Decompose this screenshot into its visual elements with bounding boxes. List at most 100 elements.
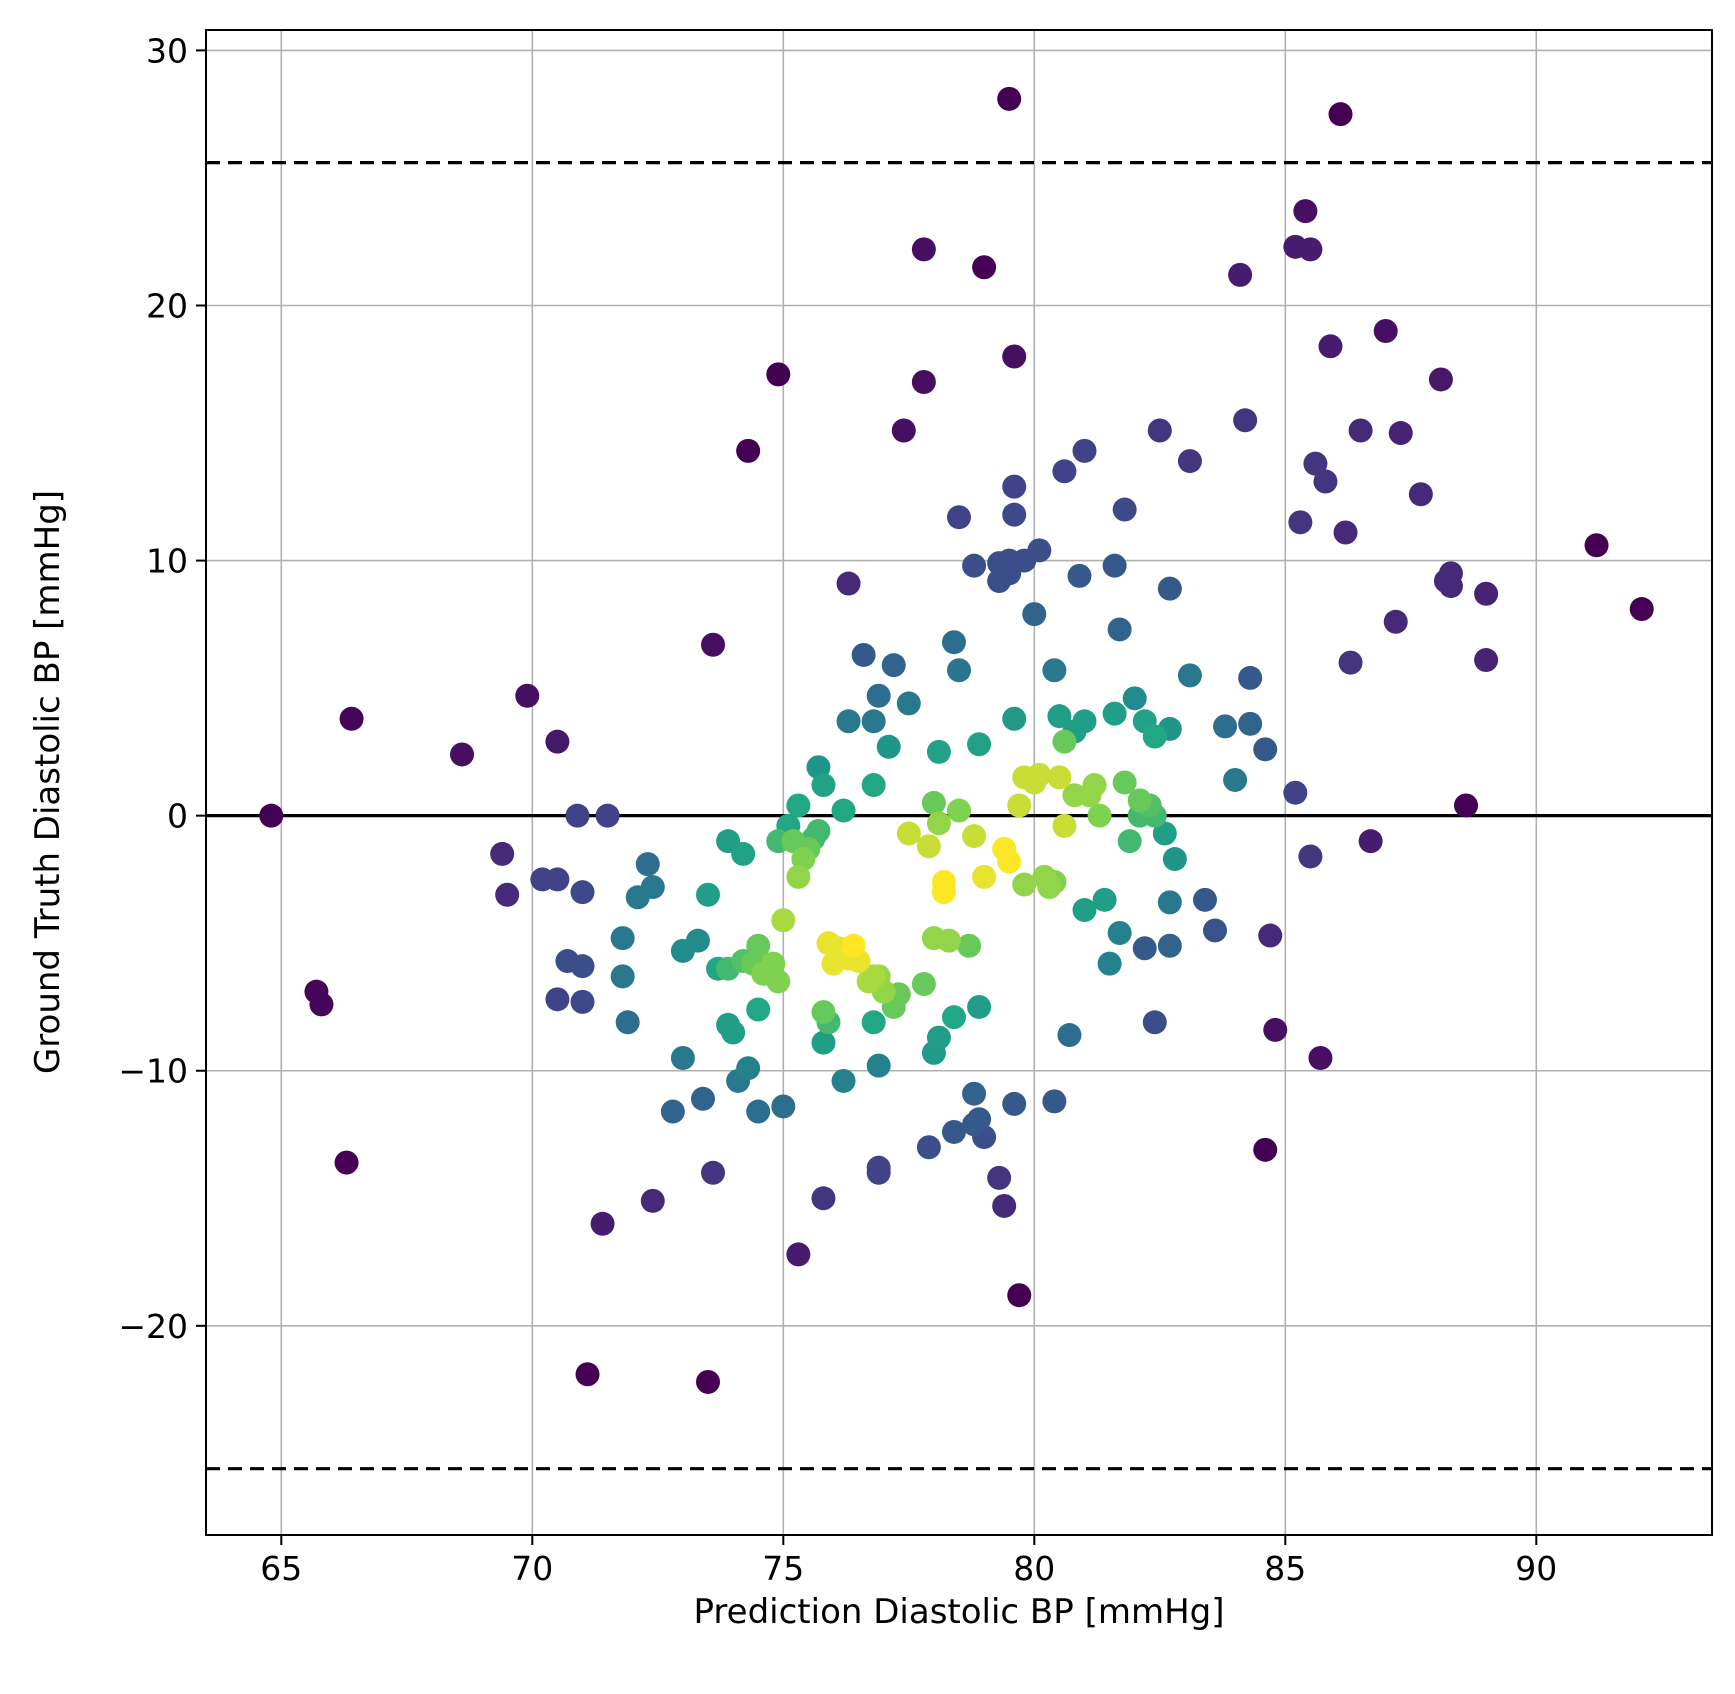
data-point [1152, 821, 1177, 846]
data-point [916, 1135, 941, 1160]
data-point [1112, 497, 1137, 522]
data-point [746, 997, 771, 1022]
data-point [1298, 844, 1323, 869]
data-point [941, 1005, 966, 1030]
data-point [696, 882, 720, 907]
data-point [1177, 449, 1202, 474]
data-point [1348, 418, 1373, 443]
data-point [1438, 574, 1463, 599]
data-point [806, 818, 831, 843]
y-tick-label: 30 [146, 31, 188, 70]
data-point [1027, 538, 1052, 563]
data-point [947, 798, 971, 823]
data-point [696, 1369, 720, 1394]
data-point [565, 803, 590, 828]
data-point [881, 653, 906, 678]
data-point [1002, 474, 1027, 499]
data-point [640, 875, 665, 900]
data-point [1428, 367, 1453, 392]
data-point [1177, 663, 1202, 688]
data-point [972, 255, 997, 280]
y-tick-label: 20 [146, 286, 188, 325]
data-point [1338, 650, 1363, 675]
data-point [997, 86, 1022, 111]
data-point [861, 964, 886, 989]
data-point [771, 1094, 796, 1119]
data-point [1072, 898, 1097, 923]
data-point [1132, 936, 1157, 961]
data-point [786, 864, 811, 889]
data-point [1022, 602, 1047, 627]
data-point [1042, 658, 1067, 683]
data-point [1117, 829, 1142, 854]
data-point [962, 824, 987, 849]
data-point [1192, 887, 1217, 912]
data-points [259, 86, 1654, 1394]
data-point [635, 852, 660, 877]
plot-frame [205, 29, 1713, 1536]
data-point [1052, 729, 1077, 754]
data-point [1629, 597, 1654, 622]
y-tick-label: −10 [118, 1052, 188, 1091]
data-point [771, 908, 796, 933]
data-point [861, 709, 886, 734]
data-point [495, 882, 520, 907]
data-point [766, 969, 791, 994]
x-tick-label: 70 [511, 1549, 553, 1588]
data-point [1233, 408, 1258, 433]
data-point [615, 1010, 640, 1035]
data-point [610, 964, 635, 989]
data-point [1263, 1017, 1288, 1042]
data-point [1052, 459, 1077, 484]
data-point [962, 1081, 987, 1106]
data-point [1072, 709, 1097, 734]
data-point [831, 1068, 856, 1093]
data-point [1388, 421, 1413, 446]
data-point [1142, 1010, 1167, 1035]
data-point [1283, 780, 1308, 805]
data-point [1157, 576, 1182, 601]
data-point [967, 1107, 992, 1132]
data-point [1223, 767, 1248, 792]
data-point [660, 1099, 685, 1124]
data-point [1102, 553, 1127, 578]
data-point [1037, 875, 1062, 900]
data-point [1002, 706, 1027, 731]
data-point [786, 793, 811, 818]
data-point [309, 992, 334, 1017]
data-point [610, 926, 635, 951]
data-point [1333, 520, 1358, 545]
data-point [911, 972, 936, 997]
data-point [992, 1193, 1017, 1218]
y-tick-label: −20 [118, 1307, 188, 1346]
data-point [987, 1165, 1012, 1190]
data-point [1147, 418, 1172, 443]
data-point [891, 418, 916, 443]
axis-ticks: 65 70 75 80 85 90 −20 −10 0 10 20 30 [118, 31, 1557, 1588]
data-point [1258, 923, 1283, 948]
data-point [746, 1099, 771, 1124]
data-point [1373, 319, 1398, 343]
data-point [1253, 737, 1278, 762]
data-point [1082, 773, 1107, 798]
data-point [972, 864, 997, 889]
data-point [941, 630, 966, 655]
data-point [1288, 510, 1313, 535]
data-point [701, 1160, 726, 1185]
data-point [259, 803, 284, 828]
data-point [967, 994, 992, 1019]
data-point [1122, 686, 1147, 711]
data-point [1313, 469, 1338, 494]
data-point [570, 880, 595, 905]
data-point [595, 803, 620, 828]
data-point [1002, 502, 1027, 527]
data-point [1157, 933, 1182, 958]
data-point [1072, 438, 1097, 463]
data-point [450, 742, 475, 767]
data-point [1308, 1045, 1333, 1070]
data-point [1298, 237, 1323, 262]
data-point [947, 505, 971, 530]
